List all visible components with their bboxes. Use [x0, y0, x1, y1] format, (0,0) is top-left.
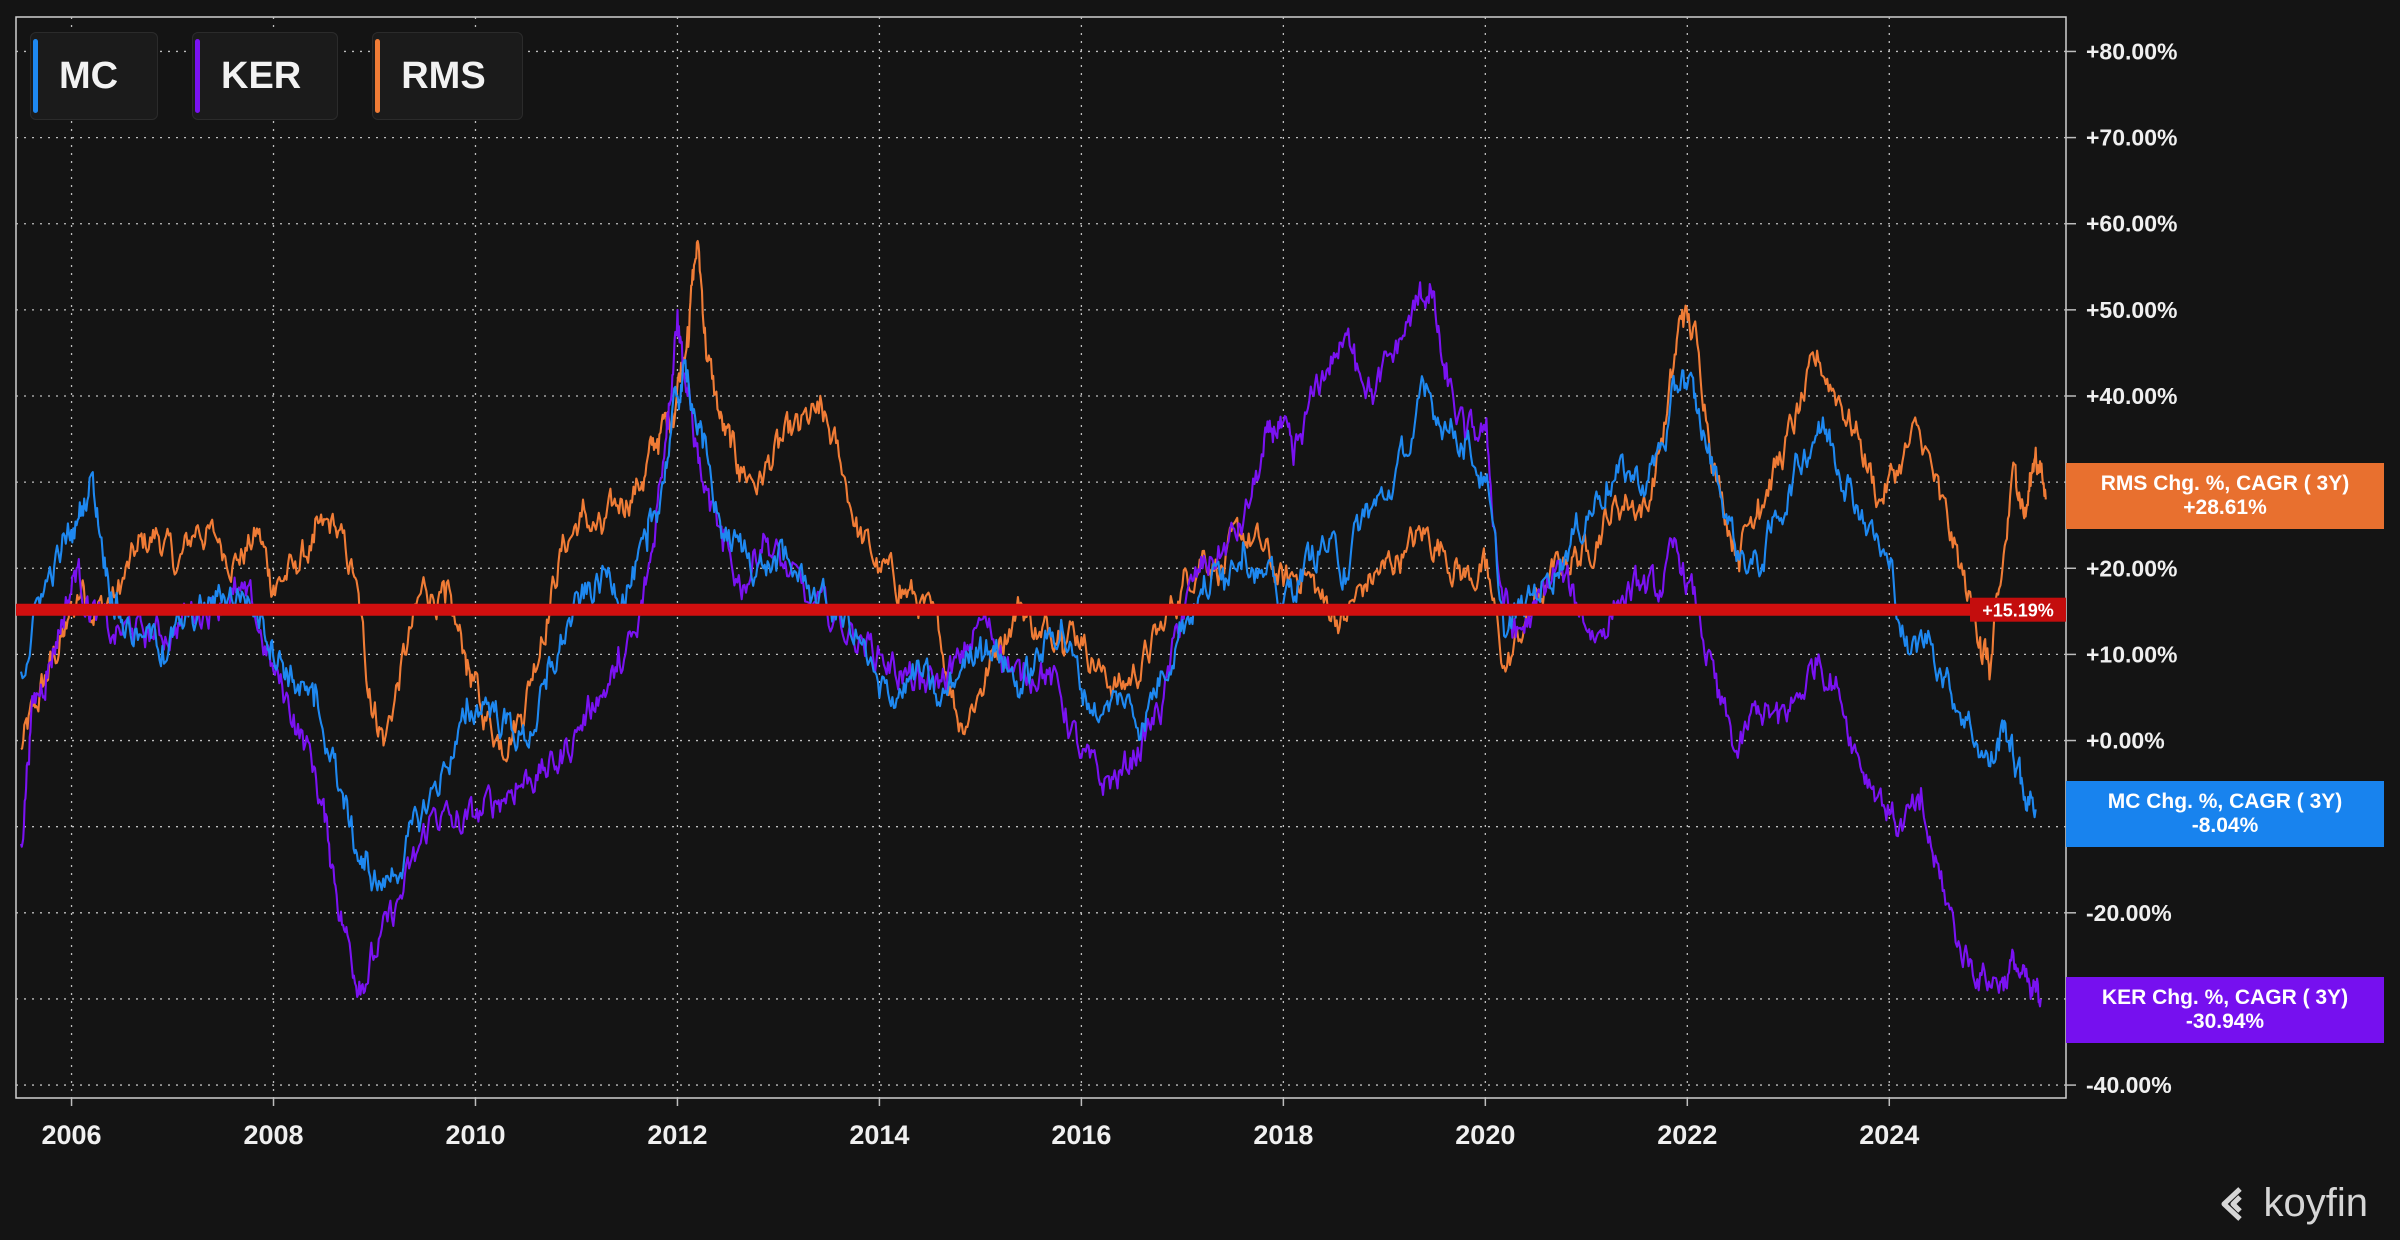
series-line-mc: [19, 359, 2037, 892]
x-tick-label: 2020: [1455, 1120, 1515, 1150]
legend-swatch-rms: [375, 39, 381, 113]
reference-label-bg: [1970, 597, 2066, 622]
koyfin-wordmark: koyfin: [2263, 1181, 2369, 1225]
x-tick-label: 2008: [243, 1120, 303, 1150]
reference-line: +15.19%: [16, 597, 2066, 622]
y-tick-label: +50.00%: [2086, 297, 2177, 323]
y-tick-label: -40.00%: [2086, 1072, 2172, 1098]
y-tick-label: +40.00%: [2086, 383, 2177, 409]
y-tick-label: +80.00%: [2086, 38, 2177, 64]
mc-cagr-tag: MC Chg. %, CAGR ( 3Y) -8.04%: [2066, 781, 2384, 847]
legend-swatch-mc: [33, 39, 38, 113]
x-tick-label: 2006: [42, 1120, 102, 1150]
y-tick-label: +0.00%: [2086, 728, 2165, 754]
legend-item-mc[interactable]: MC: [30, 32, 158, 120]
x-tick-label: 2018: [1253, 1120, 1313, 1150]
legend-item-ker[interactable]: KER: [192, 32, 339, 120]
ker-tag-title: KER Chg. %, CAGR ( 3Y): [2101, 986, 2349, 1009]
y-tick-label: +10.00%: [2086, 641, 2177, 667]
koyfin-logo: koyfin: [2218, 1181, 2369, 1226]
mc-tag-value: -8.04%: [2191, 814, 2259, 837]
series-line-ker: [19, 281, 2042, 1008]
plot-area: [15, 16, 2067, 1099]
y-tick-label: +60.00%: [2086, 211, 2177, 237]
reference-line-label: +15.19%: [1982, 601, 2054, 621]
x-axis: 2006 2008 2010 2012 2014 2016 2018 2020 2022 2024: [42, 1098, 1919, 1150]
x-tick-label: 2016: [1051, 1120, 1111, 1150]
legend-item-rms[interactable]: RMS: [372, 32, 523, 120]
legend-label-rms: RMS: [401, 54, 486, 97]
x-tick-label: 2014: [849, 1120, 909, 1150]
y-tick-label: +20.00%: [2086, 555, 2177, 581]
rms-cagr-tag: RMS Chg. %, CAGR ( 3Y) +28.61%: [2066, 463, 2384, 529]
rms-tag-value: +28.61%: [2183, 496, 2267, 519]
x-tick-label: 2024: [1859, 1120, 1919, 1150]
rms-tag-title: RMS Chg. %, CAGR ( 3Y): [2100, 472, 2350, 495]
x-tick-label: 2012: [647, 1120, 707, 1150]
x-tick-label: 2022: [1657, 1120, 1717, 1150]
y-tick-label: +70.00%: [2086, 125, 2177, 151]
y-axis: +80.00%+70.00%+60.00%+50.00%+40.00%+30.0…: [2066, 38, 2177, 1098]
ker-tag-value: -30.94%: [2185, 1010, 2265, 1033]
y-tick-label: -20.00%: [2086, 900, 2172, 926]
series-lines: [19, 239, 2047, 1008]
legend-swatch-ker: [195, 39, 200, 113]
x-tick-label: 2010: [445, 1120, 505, 1150]
legend-label-ker: KER: [221, 54, 302, 97]
mc-tag-title: MC Chg. %, CAGR ( 3Y): [2107, 790, 2343, 813]
koyfin-mark-icon: [2221, 1186, 2242, 1221]
ker-cagr-tag: KER Chg. %, CAGR ( 3Y) -30.94%: [2066, 977, 2384, 1043]
legend-label-mc: MC: [59, 54, 119, 97]
legend: MC KER RMS: [30, 32, 523, 120]
